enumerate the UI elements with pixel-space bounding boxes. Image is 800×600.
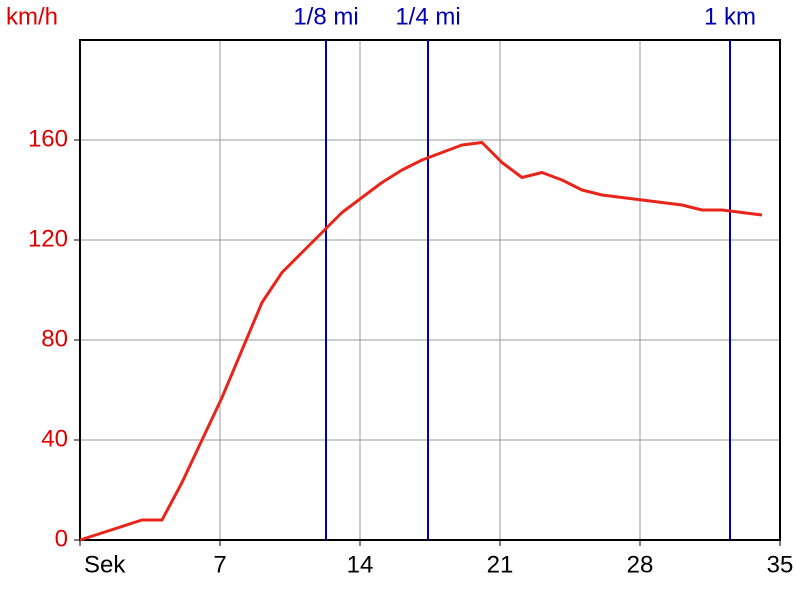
distance-marker-label: 1/4 mi: [395, 3, 460, 30]
y-tick-label: 40: [41, 425, 68, 452]
y-tick-label: 120: [28, 225, 68, 252]
x-tick-label: 7: [213, 551, 226, 578]
y-tick-label: 0: [55, 525, 68, 552]
plot-frame: [79, 39, 781, 541]
x-tick-label: 28: [627, 551, 654, 578]
y-tick-label: 160: [28, 125, 68, 152]
x-tick-label: 35: [767, 551, 794, 578]
speed-line: [79, 141, 763, 542]
y-tick-label: 80: [41, 325, 68, 352]
y-axis-label: km/h: [6, 3, 58, 30]
x-tick-label: 21: [487, 551, 514, 578]
x-tick-label: 14: [347, 551, 374, 578]
distance-marker-label: 1 km: [704, 3, 756, 30]
distance-marker-label: 1/8 mi: [293, 3, 358, 30]
x-tick-label: Sek: [84, 551, 126, 578]
